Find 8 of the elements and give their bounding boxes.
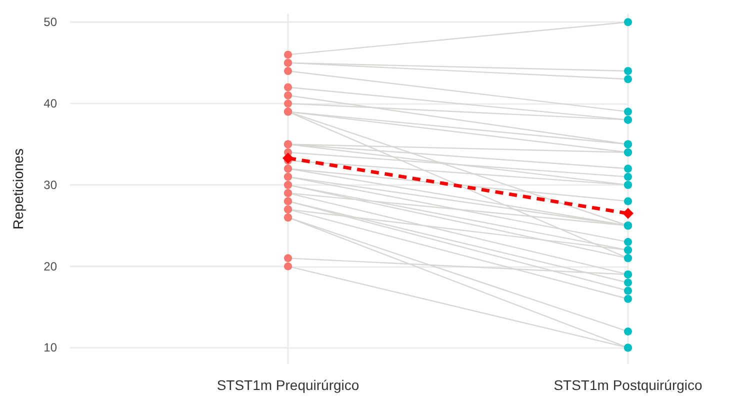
y-tick-label: 30 bbox=[44, 178, 58, 192]
y-tick-label: 40 bbox=[44, 96, 58, 111]
y-tick-label: 10 bbox=[44, 340, 58, 355]
y-axis-title: Repeticiones bbox=[10, 148, 26, 230]
x-tick-label: STST1m Postquirúrgico bbox=[554, 377, 703, 393]
x-tick-label: STST1m Prequirúrgico bbox=[216, 377, 360, 393]
y-tick-label: 50 bbox=[44, 15, 58, 30]
y-tick-label: 20 bbox=[44, 259, 58, 274]
